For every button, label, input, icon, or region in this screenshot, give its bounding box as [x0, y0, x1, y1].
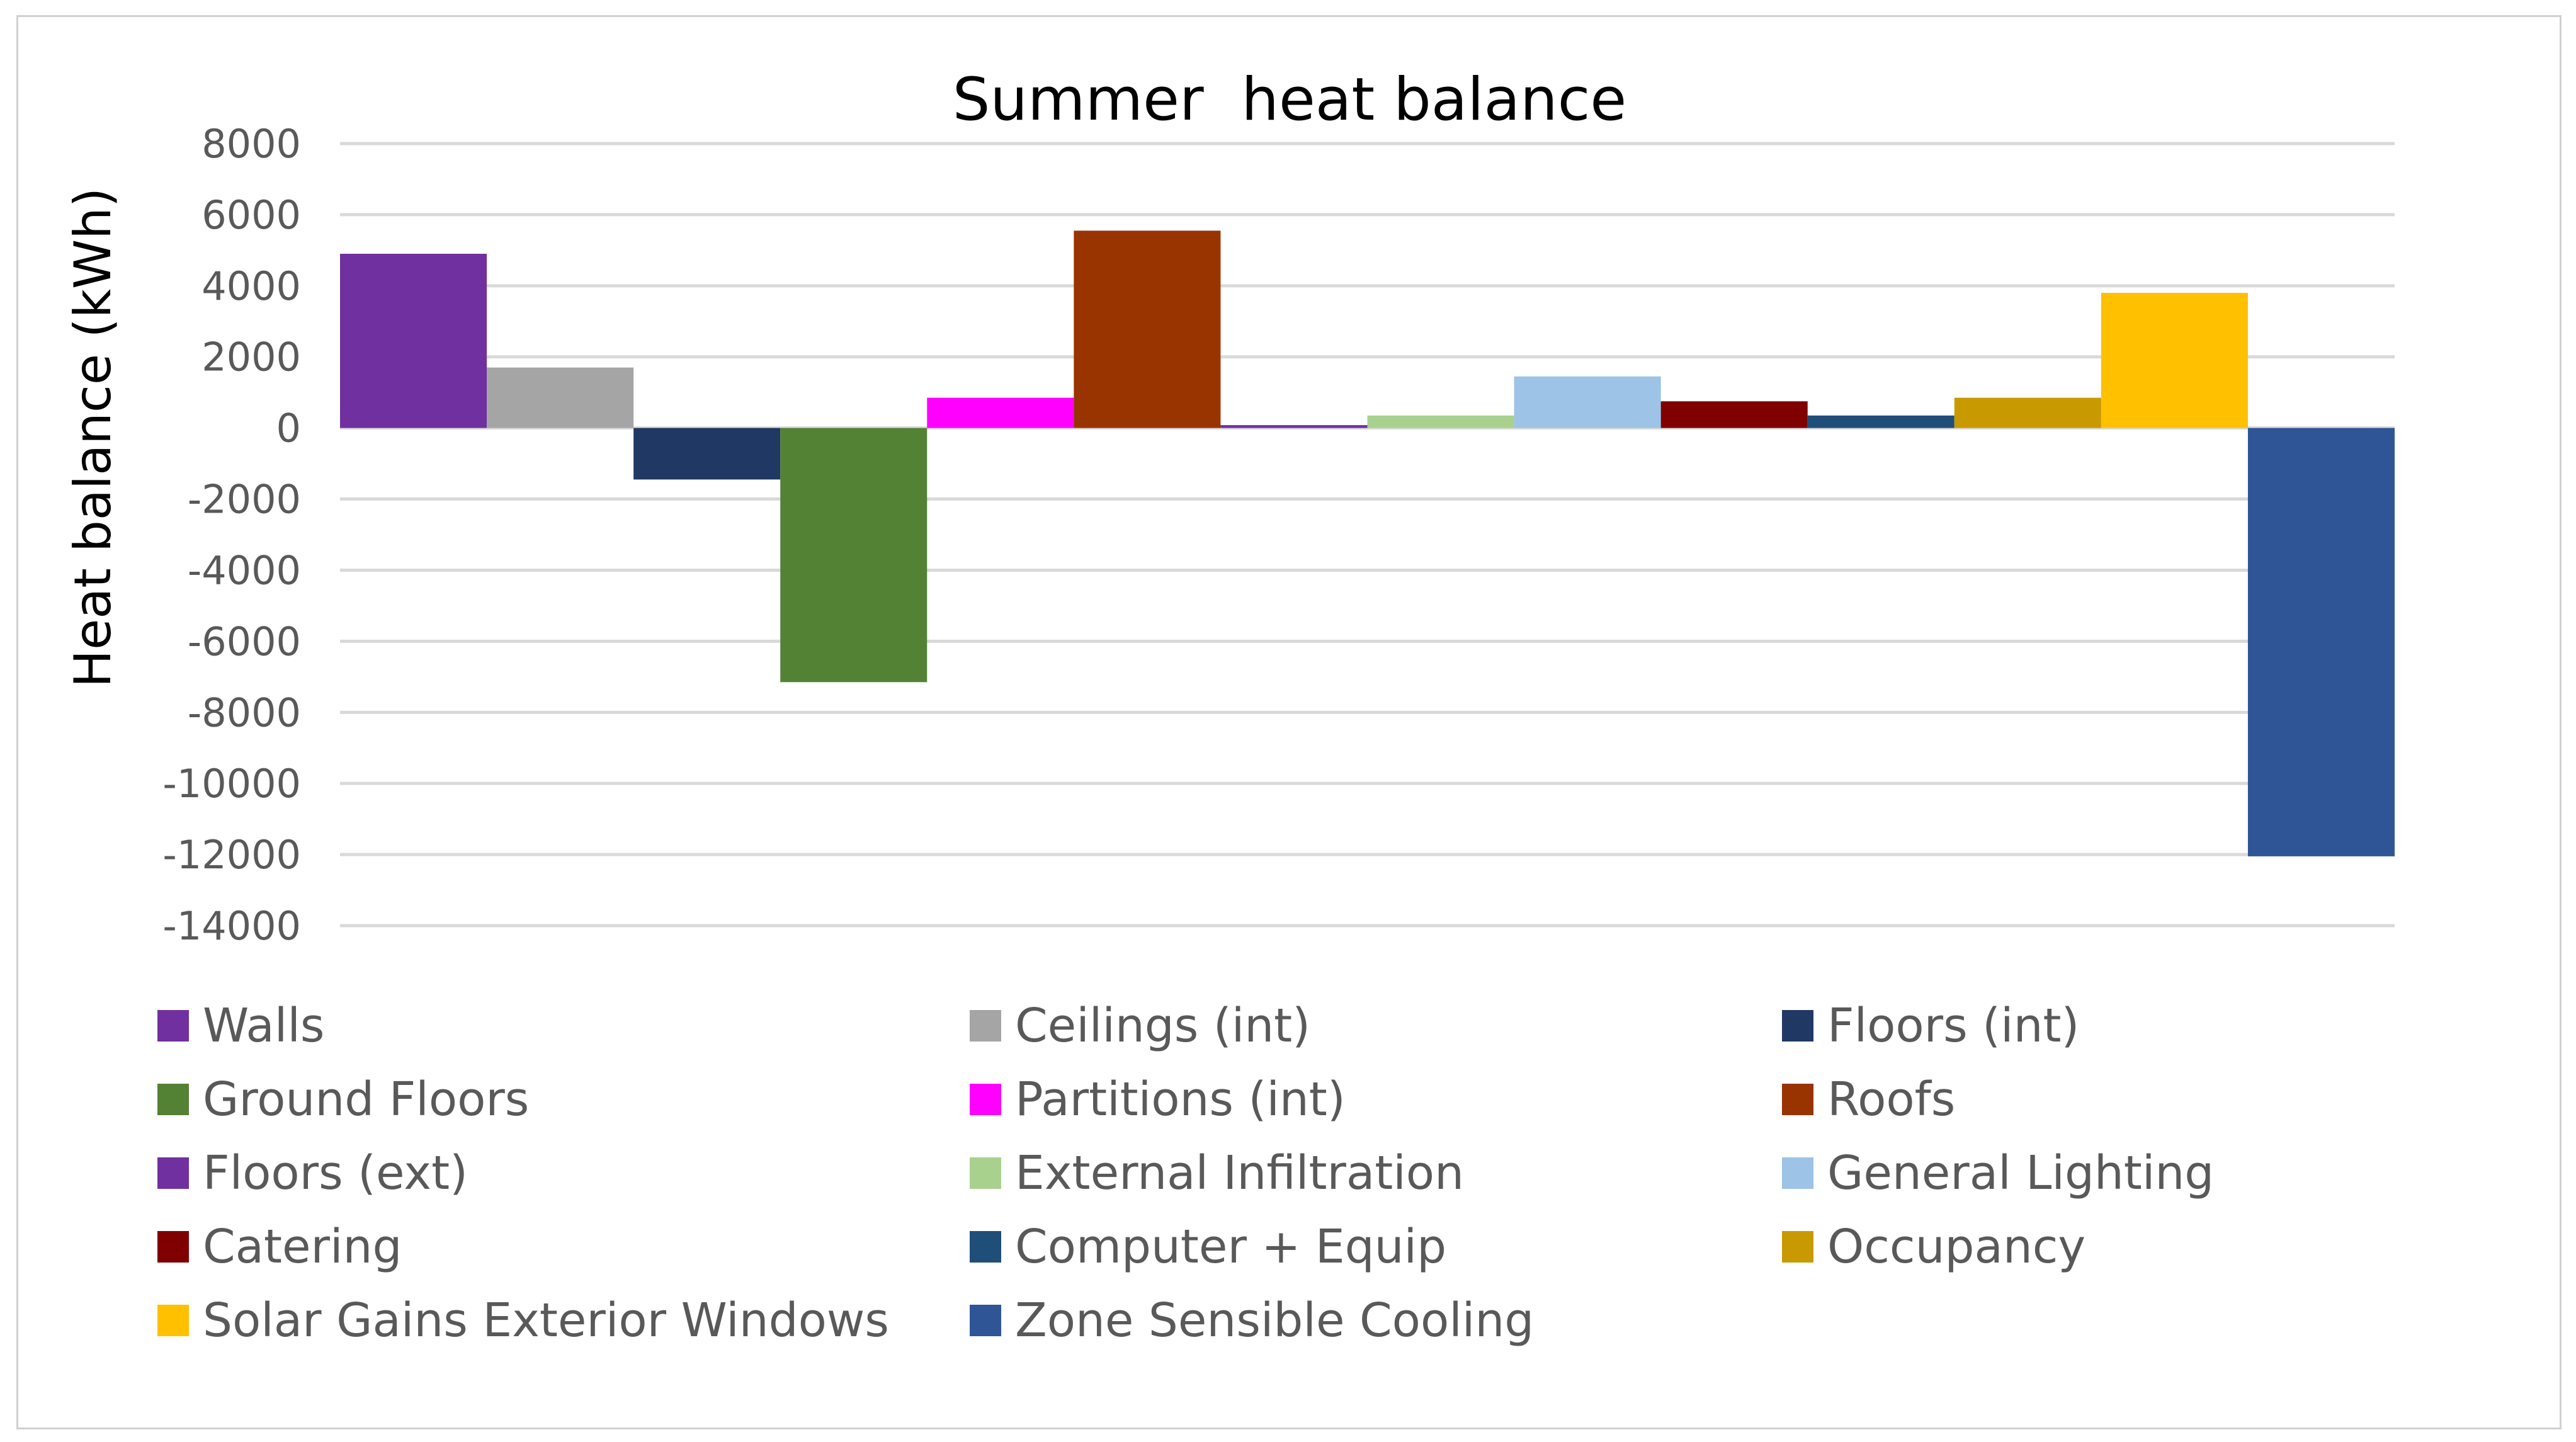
- bar-solar-gains-exterior-windows: [2101, 293, 2248, 428]
- legend-item: Partitions (int): [970, 1062, 1782, 1136]
- legend-item: Computer + Equip: [970, 1210, 1782, 1283]
- legend-item: Ceilings (int): [970, 989, 1782, 1062]
- y-tick-label: 6000: [201, 192, 301, 238]
- bar-zone-sensible-cooling: [2247, 428, 2395, 856]
- legend-label: Computer + Equip: [1015, 1219, 1447, 1274]
- gridlines: [340, 142, 2395, 928]
- bar-general-lighting: [1514, 376, 1661, 428]
- bar-ceilings-int: [487, 367, 634, 428]
- y-tick-label: -10000: [162, 761, 301, 807]
- legend-swatch: [1782, 1230, 1813, 1263]
- legend-label: Occupancy: [1827, 1219, 2086, 1274]
- legend-swatch: [157, 1230, 189, 1263]
- legend-item: Solar Gains Exterior Windows: [157, 1283, 970, 1357]
- legend-swatch: [970, 1009, 1001, 1042]
- y-tick-label: -4000: [188, 547, 301, 593]
- chart-title: Summer heat balance: [953, 65, 1626, 134]
- bar-external-infiltration: [1367, 415, 1514, 428]
- y-tick-label: 4000: [201, 263, 301, 309]
- y-tick-label: -8000: [188, 690, 301, 735]
- legend-item: Floors (ext): [157, 1136, 970, 1210]
- y-tick-label: 2000: [201, 334, 301, 380]
- legend-swatch: [970, 1157, 1001, 1189]
- legend-label: Partitions (int): [1015, 1072, 1346, 1127]
- legend-label: External Infiltration: [1015, 1145, 1464, 1200]
- bar-computer-equip: [1807, 415, 1955, 428]
- chart-frame: [16, 15, 2562, 1429]
- bars: [340, 230, 2395, 856]
- y-tick-label: -12000: [162, 832, 301, 878]
- bar-floors-ext: [1220, 425, 1368, 428]
- legend-swatch: [157, 1157, 189, 1189]
- legend-swatch: [157, 1009, 189, 1042]
- legend-swatch: [970, 1083, 1001, 1115]
- legend-label: General Lighting: [1827, 1145, 2215, 1200]
- legend-swatch: [1782, 1157, 1813, 1189]
- bar-occupancy: [1954, 397, 2101, 428]
- y-tick-label: 8000: [201, 121, 301, 167]
- legend-label: Zone Sensible Cooling: [1015, 1293, 1535, 1348]
- legend-swatch: [970, 1304, 1001, 1336]
- legend-swatch: [1782, 1083, 1813, 1115]
- legend-label: Floors (int): [1827, 998, 2080, 1053]
- y-tick-label: -14000: [162, 903, 301, 949]
- legend-label: Roofs: [1827, 1072, 1956, 1127]
- y-tick-labels: 8000 6000 4000 2000 0 -2000 -4000 -6000 -8000 -10…: [162, 121, 301, 949]
- legend-label: Solar Gains Exterior Windows: [203, 1293, 889, 1348]
- bar-catering: [1660, 401, 1808, 428]
- bar-walls: [340, 254, 487, 428]
- legend-swatch: [970, 1230, 1001, 1263]
- legend-label: Catering: [203, 1219, 402, 1274]
- y-tick-label: -6000: [188, 618, 301, 664]
- y-tick-label: -2000: [188, 477, 301, 523]
- legend-item: General Lighting: [1782, 1136, 2538, 1210]
- y-tick-label: 0: [276, 406, 301, 451]
- bar-partitions-int: [927, 397, 1074, 428]
- legend-item: Floors (int): [1782, 989, 2538, 1062]
- legend-label: Floors (ext): [203, 1145, 468, 1200]
- legend-item: Ground Floors: [157, 1062, 970, 1136]
- legend-item: Walls: [157, 989, 970, 1062]
- bar-floors-int: [633, 428, 781, 480]
- legend-swatch: [1782, 1009, 1813, 1042]
- legend-label: Ceilings (int): [1015, 998, 1311, 1053]
- legend-item: Catering: [157, 1210, 970, 1283]
- bar-roofs: [1074, 230, 1221, 428]
- bar-ground-floors: [780, 428, 928, 683]
- legend-item: Roofs: [1782, 1062, 2538, 1136]
- legend-swatch: [157, 1083, 189, 1115]
- legend-swatch: [157, 1304, 189, 1336]
- legend-label: Ground Floors: [203, 1072, 530, 1127]
- legend-item: Zone Sensible Cooling: [970, 1283, 1782, 1357]
- y-axis-label: Heat balance (kWh): [64, 188, 122, 688]
- legend: Walls Ceilings (int) Floors (int) Ground Fl…: [157, 989, 2550, 1357]
- legend-item: Occupancy: [1782, 1210, 2538, 1283]
- legend-label: Walls: [203, 998, 325, 1053]
- legend-item: External Infiltration: [970, 1136, 1782, 1210]
